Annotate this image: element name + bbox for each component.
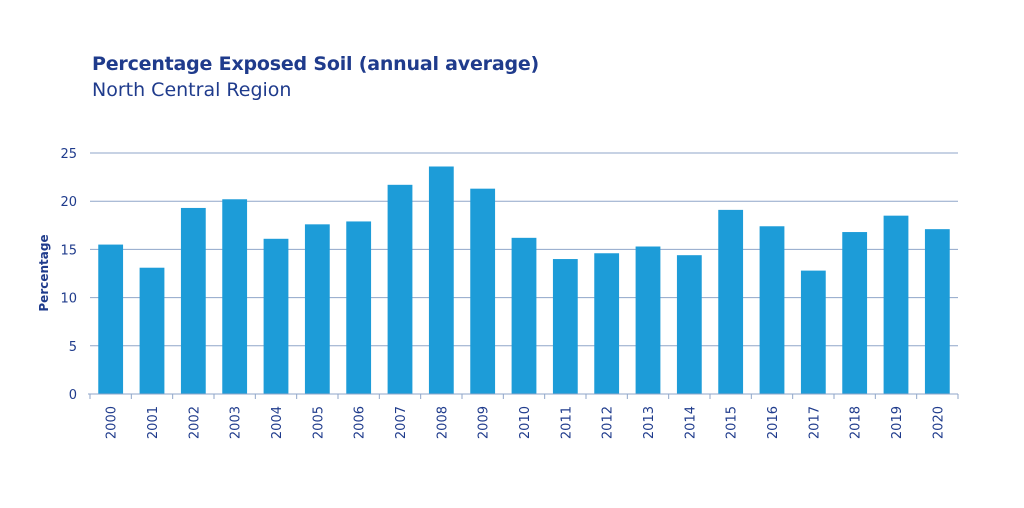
x-axis <box>88 393 959 399</box>
bar-2013 <box>635 246 661 394</box>
x-tick-2004: 2004 <box>270 406 285 439</box>
x-tick-2019: 2019 <box>890 406 905 439</box>
x-tick-2013: 2013 <box>642 406 657 439</box>
y-tick-10: 10 <box>60 292 77 307</box>
bar-2014 <box>676 255 702 394</box>
bar-2000 <box>98 244 124 394</box>
x-tick-2015: 2015 <box>725 406 740 439</box>
x-tick-2018: 2018 <box>849 406 864 439</box>
x-tick-2009: 2009 <box>477 406 492 439</box>
bar-2016 <box>759 226 785 394</box>
x-tick-labels: 2000 2001 2002 2003 2004 2005 2006 2007 2008 2009… <box>105 406 947 439</box>
x-tick-2001: 2001 <box>146 406 161 439</box>
x-tick-2003: 2003 <box>229 406 244 439</box>
x-tick-2011: 2011 <box>559 406 574 439</box>
bar-2009 <box>470 188 496 394</box>
bar-2011 <box>552 259 578 394</box>
bar-2008 <box>428 166 454 394</box>
chart-subtitle: North Central Region <box>92 79 292 101</box>
x-tick-2020: 2020 <box>931 406 946 439</box>
bars <box>98 166 950 394</box>
x-tick-2006: 2006 <box>353 406 368 439</box>
y-tick-0: 0 <box>69 388 77 403</box>
x-tick-2010: 2010 <box>518 406 533 439</box>
y-axis-label: Percentage <box>37 234 51 311</box>
bar-2010 <box>511 237 537 394</box>
x-tick-2016: 2016 <box>766 406 781 439</box>
y-tick-20: 20 <box>60 195 77 210</box>
x-tick-2000: 2000 <box>105 406 120 439</box>
bar-2019 <box>883 215 909 394</box>
x-tick-2005: 2005 <box>311 406 326 439</box>
bar-2001 <box>139 267 165 394</box>
bar-2017 <box>800 270 826 394</box>
x-tick-2017: 2017 <box>807 406 822 439</box>
y-tick-5: 5 <box>69 340 77 355</box>
bar-2002 <box>180 207 206 394</box>
bar-2006 <box>346 221 372 394</box>
bar-2018 <box>842 232 868 394</box>
y-tick-labels: 0 5 10 15 20 25 <box>60 147 77 403</box>
y-tick-15: 15 <box>60 243 77 258</box>
bar-2012 <box>594 253 620 394</box>
bar-2020 <box>924 229 950 394</box>
x-tick-2014: 2014 <box>683 406 698 439</box>
bar-2003 <box>222 199 248 394</box>
bar-2005 <box>304 224 330 394</box>
y-tick-25: 25 <box>60 147 77 162</box>
bar-2007 <box>387 184 413 394</box>
x-tick-2007: 2007 <box>394 406 409 439</box>
bar-2015 <box>718 209 744 394</box>
bar-2004 <box>263 238 289 394</box>
x-tick-2012: 2012 <box>601 406 616 439</box>
x-tick-2002: 2002 <box>187 406 202 439</box>
chart-title: Percentage Exposed Soil (annual average) <box>92 53 540 75</box>
x-tick-2008: 2008 <box>435 406 450 439</box>
